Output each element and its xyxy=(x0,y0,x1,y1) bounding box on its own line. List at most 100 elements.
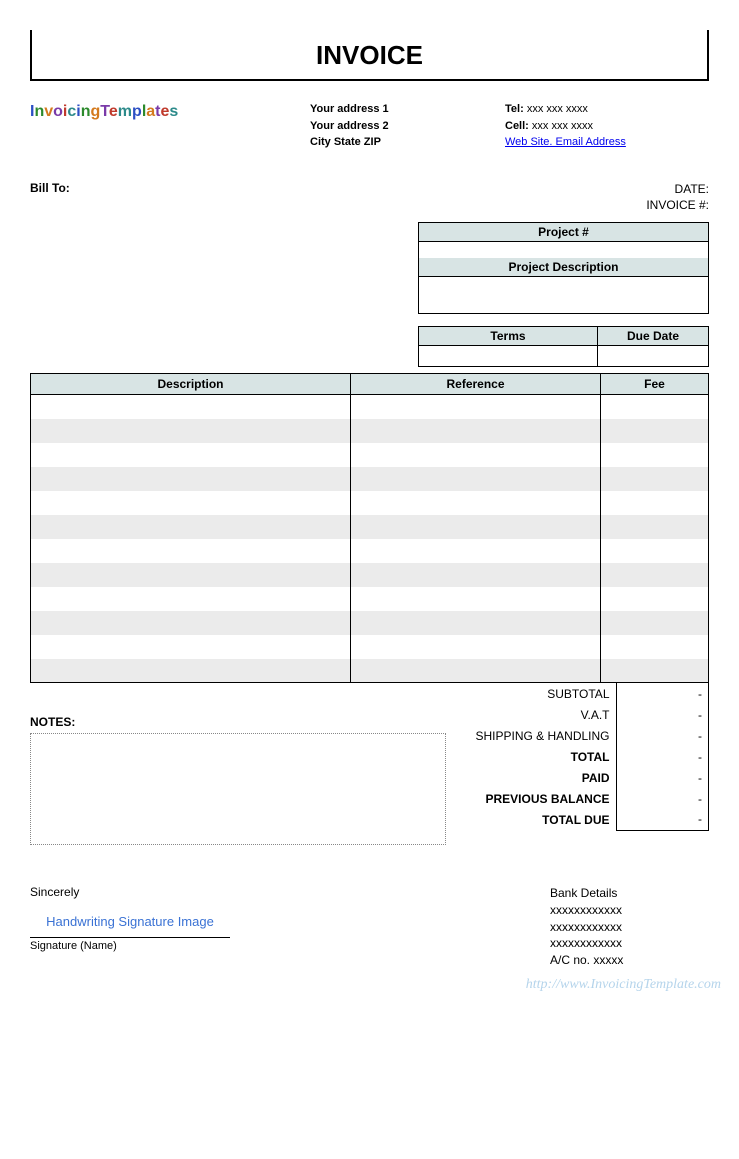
sincerely-label: Sincerely xyxy=(30,885,330,899)
table-row xyxy=(31,611,709,635)
table-cell xyxy=(351,395,601,419)
table-row xyxy=(31,419,709,443)
table-row xyxy=(31,659,709,683)
table-cell xyxy=(601,419,709,443)
table-cell xyxy=(31,611,351,635)
header-row: InvoicingTemplates Your address 1 Your a… xyxy=(30,101,709,151)
shipping-value: - xyxy=(616,725,709,746)
notes-box[interactable] xyxy=(30,733,446,845)
table-cell xyxy=(351,419,601,443)
tel-value: xxx xxx xxxx xyxy=(527,103,588,115)
table-cell xyxy=(601,611,709,635)
bank-details: Bank Details xxxxxxxxxxxx xxxxxxxxxxxx x… xyxy=(330,885,709,969)
tel-label: Tel: xyxy=(505,103,524,115)
cell-label: Cell: xyxy=(505,120,529,132)
table-cell xyxy=(351,563,601,587)
vat-label: V.A.T xyxy=(446,704,616,725)
table-row xyxy=(31,587,709,611)
bank-line3: xxxxxxxxxxxx xyxy=(550,935,709,952)
address-block: Your address 1 Your address 2 City State… xyxy=(310,101,505,151)
table-cell xyxy=(351,587,601,611)
shipping-label: SHIPPING & HANDLING xyxy=(446,725,616,746)
address-line1: Your address 1 xyxy=(310,101,505,118)
col-fee: Fee xyxy=(601,374,709,395)
bank-line4: A/C no. xxxxx xyxy=(550,952,709,969)
meta-block: DATE: INVOICE #: xyxy=(420,181,709,215)
col-description: Description xyxy=(31,374,351,395)
table-cell xyxy=(351,443,601,467)
total-due-value: - xyxy=(616,809,709,830)
title-bar: INVOICE xyxy=(30,30,709,81)
signature-placeholder: Handwriting Signature Image xyxy=(30,899,230,937)
signature-name-label: Signature (Name) xyxy=(30,937,230,952)
table-cell xyxy=(601,467,709,491)
due-date-value xyxy=(598,346,708,366)
table-cell xyxy=(31,443,351,467)
table-cell xyxy=(351,515,601,539)
table-cell xyxy=(601,443,709,467)
address-line2: Your address 2 xyxy=(310,118,505,135)
project-number-box: Project # Project Description xyxy=(418,222,709,314)
logo: InvoicingTemplates xyxy=(30,101,310,151)
page-title: INVOICE xyxy=(32,40,707,71)
table-cell xyxy=(601,491,709,515)
totals-area: SUBTOTAL- V.A.T- SHIPPING & HANDLING- TO… xyxy=(446,683,709,845)
table-cell xyxy=(601,659,709,683)
table-cell xyxy=(601,563,709,587)
bank-line2: xxxxxxxxxxxx xyxy=(550,919,709,936)
table-row xyxy=(31,395,709,419)
total-label: TOTAL xyxy=(446,746,616,767)
invoice-label: INVOICE #: xyxy=(420,197,709,214)
table-cell xyxy=(351,635,601,659)
notes-area: NOTES: xyxy=(30,683,446,845)
terms-due-box: Terms Due Date xyxy=(418,326,709,367)
table-cell xyxy=(31,491,351,515)
table-cell xyxy=(31,395,351,419)
table-cell xyxy=(31,515,351,539)
table-row xyxy=(31,515,709,539)
terms-label: Terms xyxy=(419,327,597,346)
project-number-value xyxy=(419,242,708,258)
table-cell xyxy=(601,539,709,563)
paid-label: PAID xyxy=(446,767,616,788)
project-desc-label: Project Description xyxy=(419,258,708,277)
subtotal-value: - xyxy=(616,683,709,704)
table-cell xyxy=(601,395,709,419)
table-cell xyxy=(351,491,601,515)
table-row xyxy=(31,539,709,563)
table-cell xyxy=(31,659,351,683)
prev-balance-value: - xyxy=(616,788,709,809)
website-email-link[interactable]: Web Site. Email Address xyxy=(505,136,626,148)
totals-section: NOTES: SUBTOTAL- V.A.T- SHIPPING & HANDL… xyxy=(30,683,709,845)
total-due-label: TOTAL DUE xyxy=(446,809,616,830)
vat-value: - xyxy=(616,704,709,725)
table-row xyxy=(31,635,709,659)
table-cell xyxy=(31,587,351,611)
total-value: - xyxy=(616,746,709,767)
table-cell xyxy=(351,467,601,491)
table-row xyxy=(31,443,709,467)
table-row xyxy=(31,563,709,587)
bank-header: Bank Details xyxy=(550,885,709,902)
project-number-label: Project # xyxy=(419,223,708,242)
table-cell xyxy=(31,539,351,563)
table-cell xyxy=(31,563,351,587)
items-table: Description Reference Fee xyxy=(30,373,709,683)
contact-block: Tel: xxx xxx xxxx Cell: xxx xxx xxxx Web… xyxy=(505,101,709,151)
bill-to-label: Bill To: xyxy=(30,181,420,215)
bank-line1: xxxxxxxxxxxx xyxy=(550,902,709,919)
due-date-label: Due Date xyxy=(598,327,708,346)
signature-area: Sincerely Handwriting Signature Image Si… xyxy=(30,885,330,969)
notes-label: NOTES: xyxy=(30,715,446,729)
due-col: Due Date xyxy=(598,326,709,367)
project-desc-value xyxy=(419,277,708,313)
table-cell xyxy=(31,419,351,443)
table-cell xyxy=(351,659,601,683)
table-cell xyxy=(351,611,601,635)
terms-col: Terms xyxy=(418,326,598,367)
table-cell xyxy=(601,515,709,539)
paid-value: - xyxy=(616,767,709,788)
table-cell xyxy=(351,539,601,563)
terms-value xyxy=(419,346,597,366)
table-row xyxy=(31,467,709,491)
